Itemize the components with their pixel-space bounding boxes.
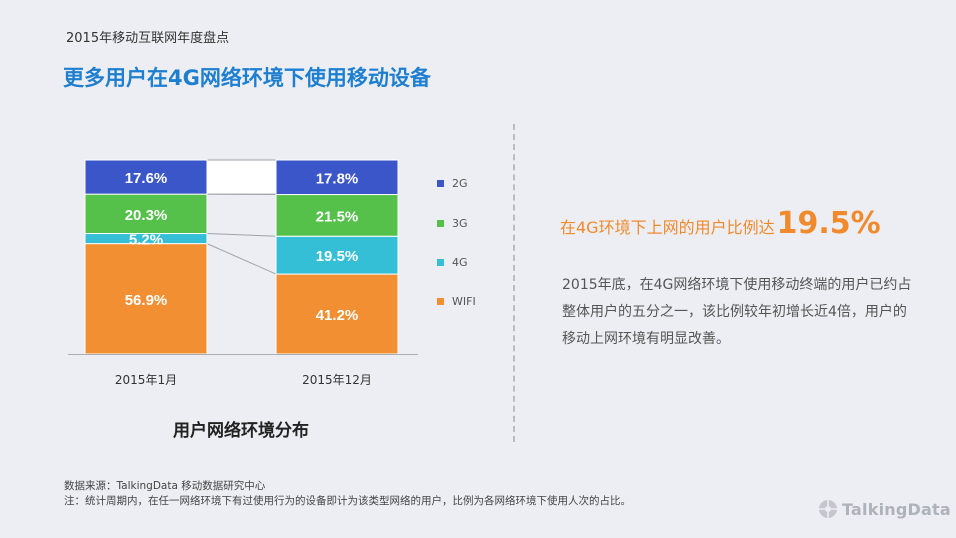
data-label: 17.8%: [316, 170, 359, 187]
footnote-source: 数据来源：TalkingData 移动数据研究中心: [64, 480, 266, 492]
data-label: 19.5%: [316, 248, 359, 265]
legend-label: 3G: [452, 217, 468, 230]
page-title: 更多用户在4G网络环境下使用移动设备: [63, 66, 431, 90]
connector-box: [206, 159, 277, 195]
highlight-headline: 在4G环境下上网的用户比例达19.5%: [560, 206, 881, 241]
data-label: 17.6%: [125, 170, 168, 187]
data-label: 21.5%: [316, 208, 359, 225]
bar-segment-3g: [275, 194, 399, 237]
legend-label: WIFI: [452, 295, 476, 308]
data-label: 5.2%: [129, 232, 163, 249]
footnote-note: 注：统计周期内，在任一网络环境下有过使用行为的设备即计为该类型网络的用户，比例为…: [64, 495, 631, 507]
legend-swatch: [437, 180, 444, 187]
brand-logo: TalkingData: [818, 499, 951, 519]
data-label: 41.2%: [316, 307, 359, 324]
bar-segment-wifi: [275, 273, 399, 355]
legend-swatch: [437, 298, 444, 305]
legend-swatch: [437, 220, 444, 227]
bar-segment-2g: [275, 159, 399, 196]
brand-name: TalkingData: [842, 499, 951, 519]
bar-segment-wifi: [84, 243, 208, 355]
data-label: 56.9%: [125, 292, 168, 309]
legend-label: 4G: [452, 256, 468, 269]
highlight-value: 19.5%: [776, 206, 881, 241]
connector-line: [206, 233, 277, 237]
bar-segment-2g: [84, 159, 208, 195]
legend-label: 2G: [452, 177, 468, 190]
summary-text: 2015年底，在4G网络环境下使用移动终端的用户已约占整体用户的五分之一，该比例…: [562, 277, 912, 347]
bar-segment-4g: [275, 235, 399, 275]
legend-swatch: [437, 259, 444, 266]
x-tick-label: 2015年12月: [302, 373, 372, 387]
highlight-lead: 在4G环境下上网的用户比例达: [560, 218, 775, 237]
data-label: 20.3%: [125, 207, 168, 224]
connector-line: [206, 243, 277, 275]
brand-logo-icon: [819, 500, 837, 518]
chart-title: 用户网络环境分布: [173, 421, 309, 441]
report-label: 2015年移动互联网年度盘点: [66, 31, 230, 46]
section-divider: [513, 124, 515, 442]
bar-segment-3g: [84, 193, 208, 235]
x-tick-label: 2015年1月: [115, 373, 177, 387]
